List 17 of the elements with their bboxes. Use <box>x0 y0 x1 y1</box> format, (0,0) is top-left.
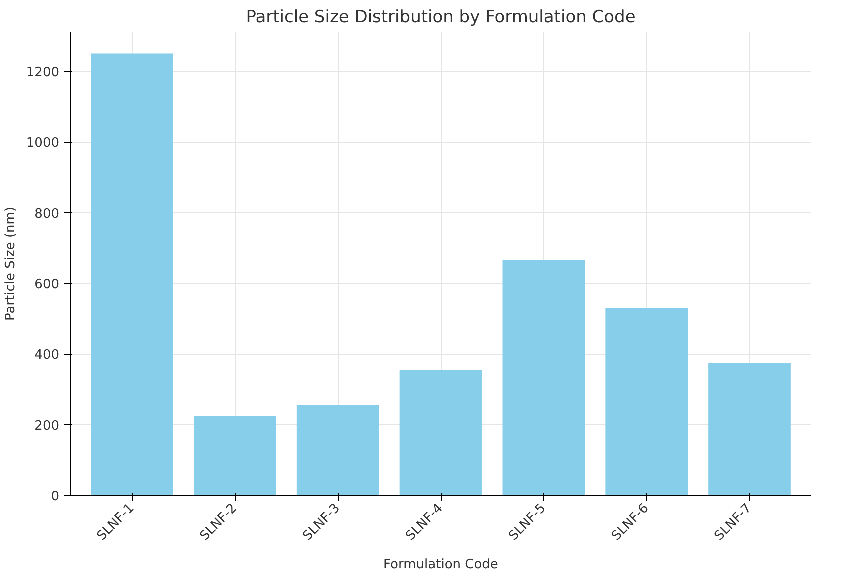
bar <box>296 405 380 496</box>
bar <box>91 54 174 496</box>
y-axis-title: Particle Size (nm) <box>3 206 18 322</box>
bar <box>400 370 482 496</box>
y-tick-label: 1000 <box>26 136 60 152</box>
y-tick-label: 600 <box>34 277 60 292</box>
bar <box>708 362 791 496</box>
y-tick-label: 200 <box>34 418 60 434</box>
bar <box>606 308 688 496</box>
y-tick-label: 800 <box>34 206 60 222</box>
y-tick-label: 0 <box>51 490 60 504</box>
y-tick-label: 1200 <box>26 65 60 80</box>
bar <box>502 260 586 496</box>
chart-title: Particle Size Distribution by Formulation Code <box>246 8 636 28</box>
x-axis-title: Formulation Code <box>384 557 498 572</box>
bar <box>194 416 276 496</box>
y-tick-label: 400 <box>34 348 60 364</box>
